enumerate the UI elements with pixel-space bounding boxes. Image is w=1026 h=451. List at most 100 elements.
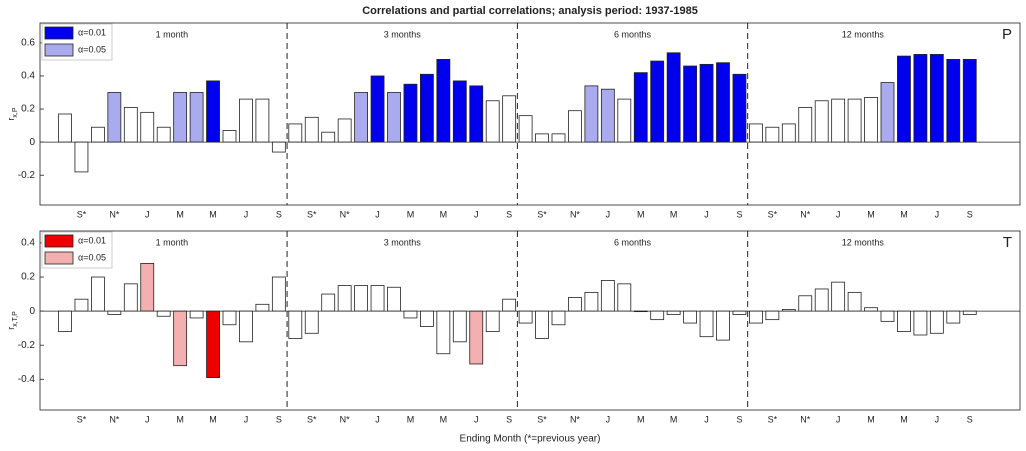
bar (354, 285, 369, 312)
bar (469, 85, 484, 143)
x-tick-label: J (474, 414, 479, 424)
bar (518, 115, 533, 143)
y-tick-label: 0 (29, 306, 35, 317)
bar (633, 72, 648, 143)
x-tick-label: J (704, 209, 709, 219)
bar (239, 310, 253, 343)
bar (568, 110, 582, 143)
bar (551, 133, 566, 143)
bar (436, 59, 451, 143)
bar (271, 141, 286, 153)
y-axis-label-main: r (6, 327, 16, 330)
y-tick-label: 0.2 (21, 104, 35, 115)
x-tick-label: S (506, 209, 512, 219)
group-label: 1 month (156, 237, 189, 247)
bar (337, 285, 352, 312)
x-tick-label: M (637, 414, 645, 424)
bar (535, 133, 549, 143)
bar (568, 297, 582, 312)
bar (699, 63, 714, 143)
x-tick-label: S (736, 414, 742, 424)
x-tick-label: M (176, 209, 184, 219)
bar (962, 310, 977, 315)
x-tick-label: N* (800, 209, 810, 219)
bar (370, 285, 385, 312)
x-tick-label: N* (340, 209, 350, 219)
bar (304, 310, 319, 334)
bar (716, 62, 730, 143)
x-tick-label: J (244, 414, 249, 424)
legend: α=0.01 α=0.05 (41, 23, 113, 61)
bar (814, 288, 829, 312)
bar (732, 310, 747, 315)
bar (831, 281, 846, 312)
bar (584, 291, 599, 312)
x-tick-label: M (176, 414, 184, 424)
x-tick-label: N* (340, 414, 350, 424)
bar (354, 92, 369, 143)
bar (222, 310, 237, 326)
x-tick-label: M (407, 414, 415, 424)
group-label: 3 months (384, 237, 422, 247)
bar (403, 83, 418, 143)
bar (584, 85, 599, 143)
bar (156, 310, 171, 317)
bar (765, 126, 780, 143)
bar (897, 55, 911, 143)
x-tick-label: S* (307, 209, 317, 219)
bar (666, 310, 681, 315)
bar (239, 98, 253, 143)
bar (189, 310, 204, 319)
bar (880, 82, 895, 143)
bar (255, 98, 270, 143)
bar (897, 310, 911, 332)
x-tick-label: J (375, 209, 380, 219)
bar (666, 52, 681, 143)
legend: α=0.01 α=0.05 (41, 231, 113, 269)
x-tick-label: M (900, 414, 908, 424)
bar (173, 92, 188, 143)
legend-label: α=0.05 (78, 252, 106, 262)
x-tick-label: J (606, 414, 611, 424)
x-tick-label: S* (768, 209, 778, 219)
x-tick-label: M (407, 209, 415, 219)
legend-label: α=0.01 (78, 235, 106, 245)
bar (321, 293, 336, 312)
y-axis-label: rx,P (6, 107, 18, 120)
axes-box (39, 22, 1021, 206)
y-tick-label: 0.4 (21, 238, 35, 249)
bar (847, 98, 862, 143)
bar (485, 100, 500, 143)
y-tick-label: 0 (29, 137, 35, 148)
bar (173, 310, 188, 367)
y-tick-label: -0.4 (18, 374, 36, 385)
axes-box (39, 230, 1021, 411)
bar (617, 283, 632, 312)
chart-title: Correlations and partial correlations; a… (362, 5, 698, 17)
bar (502, 95, 517, 143)
panel-label: T (1003, 234, 1012, 251)
bar (452, 310, 467, 343)
group-label: 1 month (156, 29, 189, 39)
y-axis-label-sub: x,P (12, 107, 19, 117)
bar (600, 280, 615, 312)
x-tick-label: J (935, 414, 940, 424)
bar (880, 310, 895, 322)
bar (551, 310, 566, 326)
x-tick-label: S (967, 209, 973, 219)
bar (683, 65, 697, 143)
legend-swatch (44, 251, 74, 265)
x-tick-label: S* (77, 414, 87, 424)
bar (304, 116, 319, 143)
x-tick-label: M (867, 414, 875, 424)
bar (271, 276, 286, 312)
group-label: 3 months (384, 29, 422, 39)
bar (798, 106, 813, 143)
bar (749, 310, 763, 324)
x-tick-label: N* (570, 414, 580, 424)
bar (716, 310, 730, 341)
y-tick-label: 0.6 (21, 37, 35, 48)
bar (91, 126, 105, 143)
legend-label: α=0.01 (78, 27, 106, 37)
bar (946, 59, 961, 143)
